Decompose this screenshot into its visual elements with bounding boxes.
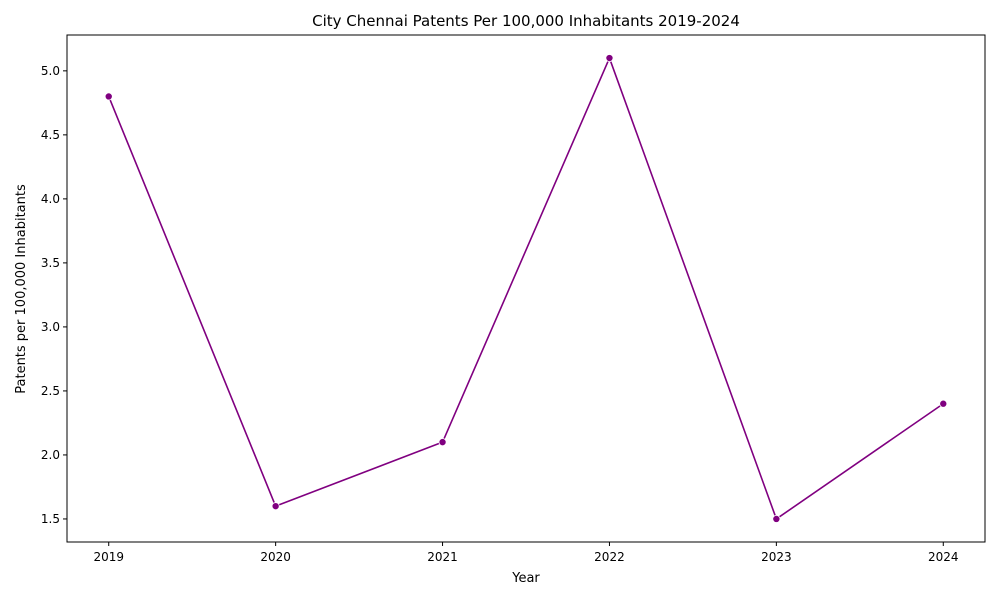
data-point	[940, 400, 947, 407]
x-tick-label: 2019	[93, 550, 124, 564]
x-tick-label: 2021	[427, 550, 458, 564]
x-tick-label: 2022	[594, 550, 625, 564]
x-tick-label: 2024	[928, 550, 959, 564]
data-point	[439, 439, 446, 446]
y-tick-label: 2.0	[41, 448, 60, 462]
data-point	[773, 515, 780, 522]
y-tick-label: 1.5	[41, 512, 60, 526]
y-tick-label: 2.5	[41, 384, 60, 398]
y-tick-label: 3.5	[41, 256, 60, 270]
y-tick-label: 4.0	[41, 192, 60, 206]
x-tick-label: 2023	[761, 550, 792, 564]
x-tick-label: 2020	[260, 550, 291, 564]
y-tick-label: 4.5	[41, 128, 60, 142]
y-tick-label: 5.0	[41, 64, 60, 78]
data-point	[272, 503, 279, 510]
x-axis-label: Year	[511, 571, 540, 586]
chart-title: City Chennai Patents Per 100,000 Inhabit…	[312, 12, 740, 30]
y-tick-label: 3.0	[41, 320, 60, 334]
data-point	[606, 54, 613, 61]
data-point	[105, 93, 112, 100]
y-axis-label: Patents per 100,000 Inhabitants	[14, 184, 29, 394]
